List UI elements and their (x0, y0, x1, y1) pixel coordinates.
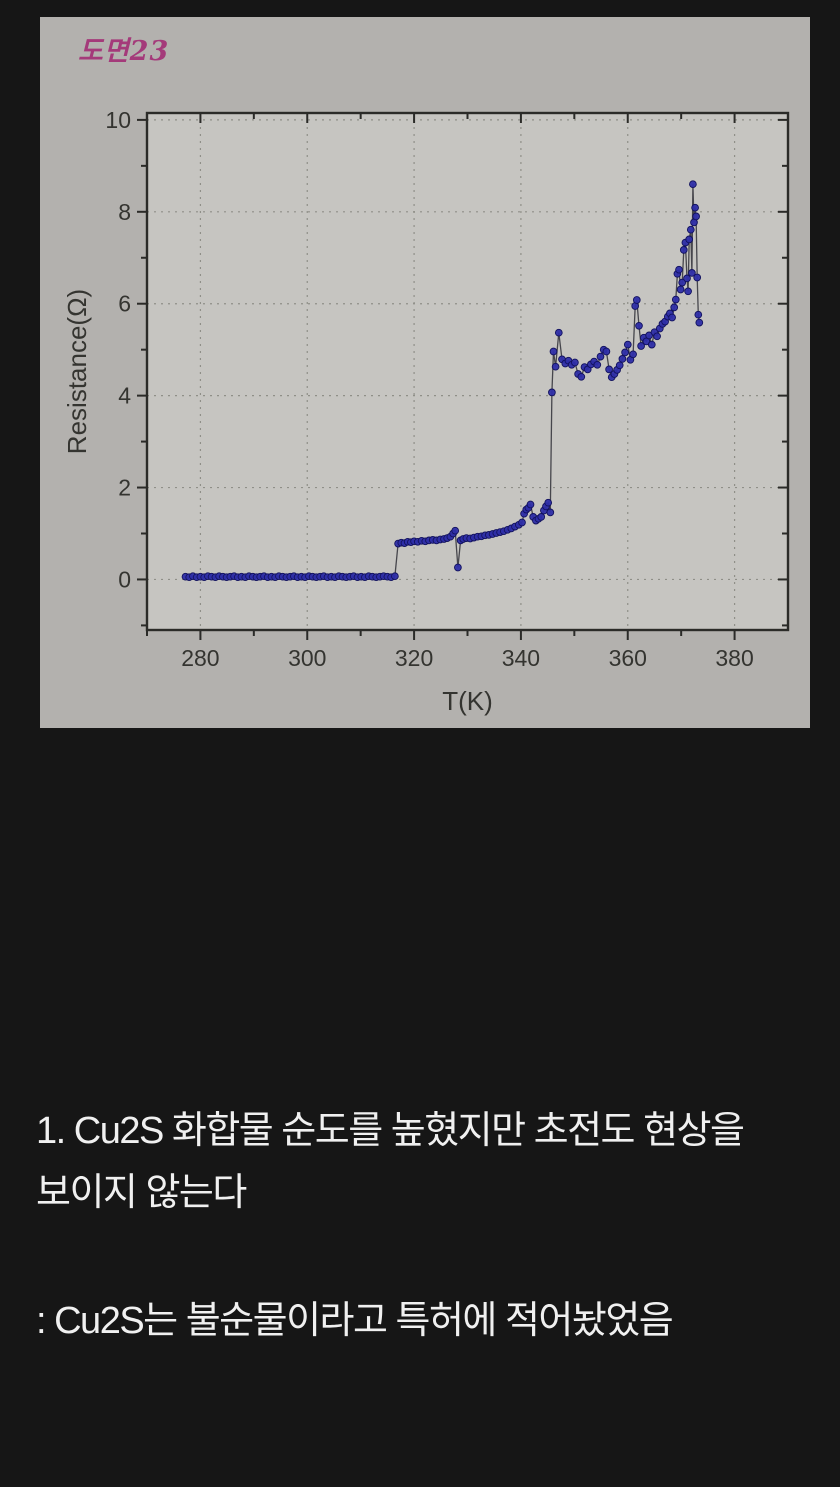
figure-image: 280 300 320 340 360 380 0 2 4 6 8 10 T(K) Resistance(… (40, 17, 810, 728)
x-tick-label: 280 (181, 645, 219, 671)
y-tick-label: 10 (105, 107, 131, 133)
data-point (670, 303, 679, 312)
data-point (678, 278, 687, 287)
data-point (683, 274, 691, 283)
data-point (635, 321, 643, 330)
data-point (518, 518, 526, 527)
x-tick-label: 380 (715, 645, 753, 671)
caption-paragraph-1: 1. Cu2S 화합물 순도를 높혔지만 초전도 현상을 보이지 않는다 (36, 1100, 826, 1224)
y-tick-label: 2 (118, 475, 131, 501)
data-point (618, 355, 627, 363)
figure-label: 도면23 (78, 36, 170, 67)
data-point (577, 372, 586, 381)
data-point (602, 347, 611, 356)
data-point (451, 526, 460, 535)
data-point (615, 361, 624, 370)
plot-frame (145, 111, 790, 632)
data-point (621, 348, 629, 357)
data-point (605, 365, 613, 374)
data-point (668, 313, 676, 322)
data-point (629, 350, 637, 359)
data-point (675, 265, 683, 274)
data-point (685, 235, 694, 244)
data-point (593, 360, 602, 369)
caption-line-2: 보이지 않는다 (36, 1172, 247, 1214)
data-point (551, 362, 560, 371)
data-point (653, 332, 661, 341)
data-point (549, 347, 558, 356)
data-point (637, 342, 645, 350)
data-point (647, 340, 656, 349)
x-tick-label: 360 (609, 645, 647, 671)
data-point (693, 273, 702, 282)
data-point (689, 180, 697, 189)
data-point (691, 203, 699, 212)
data-point (684, 287, 692, 296)
data-point (596, 352, 605, 361)
data-point (544, 498, 553, 507)
resistance-temperature-chart: 280 300 320 340 360 380 0 2 4 6 8 10 T(K) Resistance(… (62, 107, 790, 716)
data-point (454, 563, 462, 572)
data-point (632, 296, 641, 304)
plot-area (147, 113, 788, 630)
x-tick-label: 340 (502, 645, 540, 671)
caption-line-1: 1. Cu2S 화합물 순도를 높혔지만 초전도 현상을 (36, 1110, 745, 1152)
data-point (623, 340, 632, 349)
x-tick-label: 300 (288, 645, 326, 671)
data-point (391, 572, 399, 581)
y-tick-label: 4 (118, 383, 131, 409)
data-point (692, 212, 700, 221)
data-point (676, 285, 685, 294)
data-point (526, 500, 535, 509)
caption-text: 1. Cu2S 화합물 순도를 높혔지만 초전도 현상을 보이지 않는다 : C… (36, 1100, 826, 1352)
data-point (548, 388, 556, 397)
y-tick-label: 6 (118, 291, 131, 317)
data-point (671, 295, 680, 304)
data-point (537, 513, 546, 521)
caption-line-3: : Cu2S는 불순물이라고 특허에 적어놨었음 (36, 1300, 674, 1342)
data-point (571, 358, 579, 367)
data-point (694, 310, 703, 319)
caption-paragraph-2: : Cu2S는 불순물이라고 특허에 적어놨었음 (36, 1290, 826, 1352)
x-axis-title: T(K) (442, 686, 493, 716)
data-point (546, 508, 555, 517)
y-axis-title: Resistance(Ω) (62, 289, 92, 454)
data-point (686, 225, 695, 234)
y-tick-label: 8 (118, 199, 131, 225)
data-point (554, 328, 563, 337)
y-tick-label: 0 (118, 566, 131, 592)
data-point (695, 318, 704, 327)
data-point (688, 269, 696, 277)
data-point (679, 246, 688, 254)
x-tick-label: 320 (395, 645, 433, 671)
